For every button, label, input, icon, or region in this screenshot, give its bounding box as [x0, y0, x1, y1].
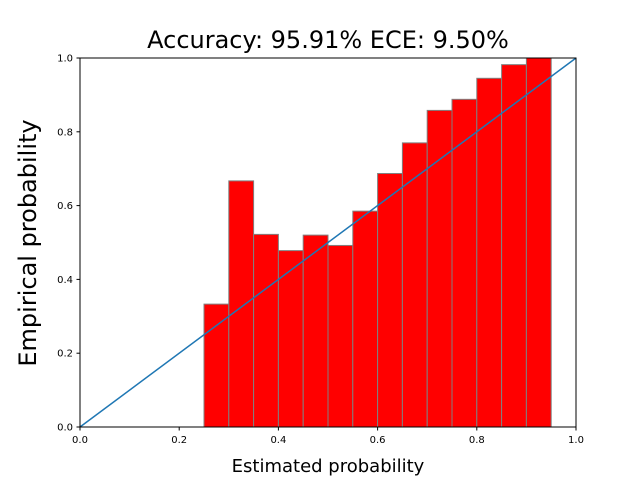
- y-tick-label: 0.8: [57, 127, 73, 138]
- reference-line-group: [79, 57, 577, 428]
- y-tick-label: 0.0: [57, 423, 73, 434]
- x-tick-label: 0.4: [270, 435, 286, 446]
- y-tick-label: 0.2: [57, 349, 73, 360]
- y-axis-label: Empirical probability: [14, 119, 42, 366]
- calibration-bar-8: [401, 142, 428, 428]
- x-axis-label: Estimated probability: [232, 456, 425, 477]
- calibration-bar-5: [327, 244, 354, 428]
- calibration-bar-9: [426, 109, 453, 428]
- y-tick-label: 0.6: [57, 201, 73, 212]
- calibration-bar-10: [451, 98, 478, 428]
- y-tick-label: 1.0: [57, 54, 73, 65]
- calibration-bar-3: [277, 250, 304, 428]
- calibration-bar-1: [228, 180, 255, 428]
- calibration-bar-12: [501, 64, 527, 428]
- y-axis-ticks: 0.0 0.2 0.4 0.6 0.8 1.0: [57, 54, 80, 434]
- calibration-bar-13: [525, 57, 552, 428]
- calibration-bar-4: [302, 234, 329, 428]
- x-tick-label: 1.0: [568, 435, 584, 446]
- x-tick-label: 0.8: [469, 435, 485, 446]
- x-tick-label: 0.2: [171, 435, 187, 446]
- plot-frame: [79, 57, 577, 428]
- calibration-bar-0: [203, 303, 230, 428]
- y-tick-label: 0.4: [57, 275, 73, 286]
- calibration-bar-11: [476, 77, 503, 428]
- perfect-calibration-line: [79, 57, 577, 428]
- x-axis-ticks: 0.0 0.2 0.4 0.6 0.8 1.0: [72, 427, 584, 446]
- bars-group: [203, 57, 552, 428]
- x-tick-label: 0.0: [72, 435, 88, 446]
- calibration-bar-2: [253, 233, 279, 428]
- calibration-bar-7: [377, 172, 403, 428]
- chart-title: Accuracy: 95.91% ECE: 9.50%: [147, 26, 509, 54]
- x-tick-label: 0.6: [370, 435, 386, 446]
- calibration-bar-6: [352, 210, 379, 428]
